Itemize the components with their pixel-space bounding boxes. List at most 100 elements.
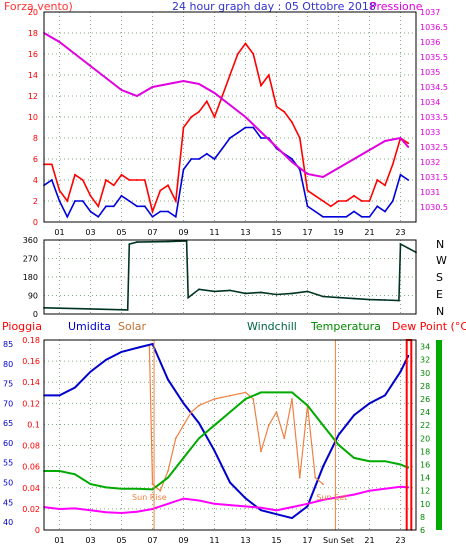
direction-grid (44, 239, 416, 315)
data-point (376, 179, 379, 181)
top-y-tick-label: 6 (33, 155, 38, 164)
data-point (337, 215, 340, 218)
temperature-tick-label: 10 (420, 500, 430, 509)
data-point (185, 240, 188, 242)
pressure-tick-label: 1032 (420, 158, 440, 167)
data-point (244, 42, 247, 45)
data-point (306, 505, 309, 508)
data-point (151, 86, 154, 88)
pressure-tick-label: 1031.5 (420, 173, 448, 182)
data-point (198, 437, 200, 440)
top-series (43, 32, 410, 219)
data-point (291, 161, 293, 163)
data-point (120, 487, 123, 490)
data-point (353, 414, 355, 417)
data-point (112, 184, 115, 187)
data-point (407, 142, 410, 145)
data-point (236, 53, 239, 55)
top-x-tick-label: 11 (209, 228, 219, 237)
sun-set-label: Sun Set (316, 493, 347, 502)
data-point (198, 110, 200, 113)
data-point (58, 41, 61, 43)
temperature-tick-label: 6 (420, 526, 425, 535)
data-point (105, 77, 107, 79)
data-point (136, 205, 138, 208)
chart-title: 24 hour graph day : 05 Ottobre 2018 (172, 0, 376, 13)
data-point (322, 176, 324, 178)
data-point (190, 116, 193, 118)
pressure-tick-label: 1035.5 (420, 53, 448, 62)
data-point (167, 240, 169, 243)
humidity-tick-label: 70 (3, 399, 13, 408)
data-point (353, 194, 355, 197)
data-point (360, 200, 363, 202)
data-point (306, 404, 309, 407)
data-point (244, 398, 247, 400)
temperature-tick-label: 34 (420, 343, 430, 352)
data-point (244, 292, 247, 295)
humidity-tick-label: 65 (3, 419, 13, 428)
data-point (167, 378, 169, 381)
direction-y-tick-label: 360 (23, 236, 38, 245)
pressure-tick-label: 1034 (420, 98, 440, 107)
top-x-tick-label: 03 (85, 228, 95, 237)
humidity-tick-label: 80 (3, 360, 13, 369)
data-point (74, 386, 76, 389)
data-point (291, 398, 293, 400)
bottom-x-tick-label: 23 (395, 536, 405, 545)
data-point (283, 110, 286, 113)
top-y-tick-label: 12 (28, 92, 38, 101)
temperature-tick-label: 8 (420, 513, 425, 522)
data-point (120, 512, 123, 514)
compass-w: W (436, 254, 447, 267)
legend-windchill: Windchill (247, 320, 297, 333)
data-point (337, 167, 340, 169)
top-x-tick-label: 21 (364, 228, 374, 237)
data-point (151, 343, 154, 345)
data-point (298, 137, 301, 139)
bottom-x-tick-label: 05 (116, 536, 126, 545)
data-point (182, 497, 185, 500)
data-point (314, 476, 317, 479)
temperature-tick-label: 24 (420, 408, 430, 417)
direction-y-tick-label: 90 (28, 292, 38, 301)
rain-tick-label: 0.16 (22, 357, 40, 366)
data-point (128, 179, 131, 181)
temperature-axis-bar (436, 340, 442, 530)
data-point (260, 131, 262, 133)
data-point (298, 476, 301, 479)
top-y-ticks: 0 2 4 6 8 10 12 14 16 18 20 (28, 8, 38, 227)
series-line (44, 42, 409, 215)
data-point (337, 496, 340, 499)
pressure-tick-label: 1033 (420, 128, 440, 137)
data-point (105, 358, 107, 361)
data-point (275, 411, 278, 413)
top-y-tick-label: 10 (28, 113, 38, 122)
top-x-tick-label: 01 (54, 228, 64, 237)
data-point (368, 402, 371, 405)
compass-letters: N W S E N (436, 238, 447, 318)
data-point (136, 510, 138, 513)
rain-tick-label: 0.04 (22, 484, 40, 493)
data-point (329, 205, 332, 208)
legend-dew-point: Dew Point (°C) (392, 320, 466, 333)
data-point (376, 205, 379, 208)
data-point (205, 100, 208, 103)
data-point (260, 506, 262, 509)
temperature-tick-label: 32 (420, 356, 430, 365)
data-point (167, 83, 169, 85)
humidity-tick-label: 40 (3, 518, 13, 527)
data-point (213, 116, 216, 118)
data-point (190, 411, 193, 413)
top-x-tick-label: 15 (271, 228, 281, 237)
data-point (407, 486, 410, 489)
data-point (384, 210, 386, 213)
top-y-tick-label: 0 (33, 218, 38, 227)
bottom-x-tick-label: 03 (85, 536, 95, 545)
data-point (151, 210, 154, 213)
data-point (407, 146, 410, 148)
data-point (322, 215, 324, 218)
humidity-tick-label: 85 (3, 340, 13, 349)
rain-tick-label: 0 (35, 526, 40, 535)
